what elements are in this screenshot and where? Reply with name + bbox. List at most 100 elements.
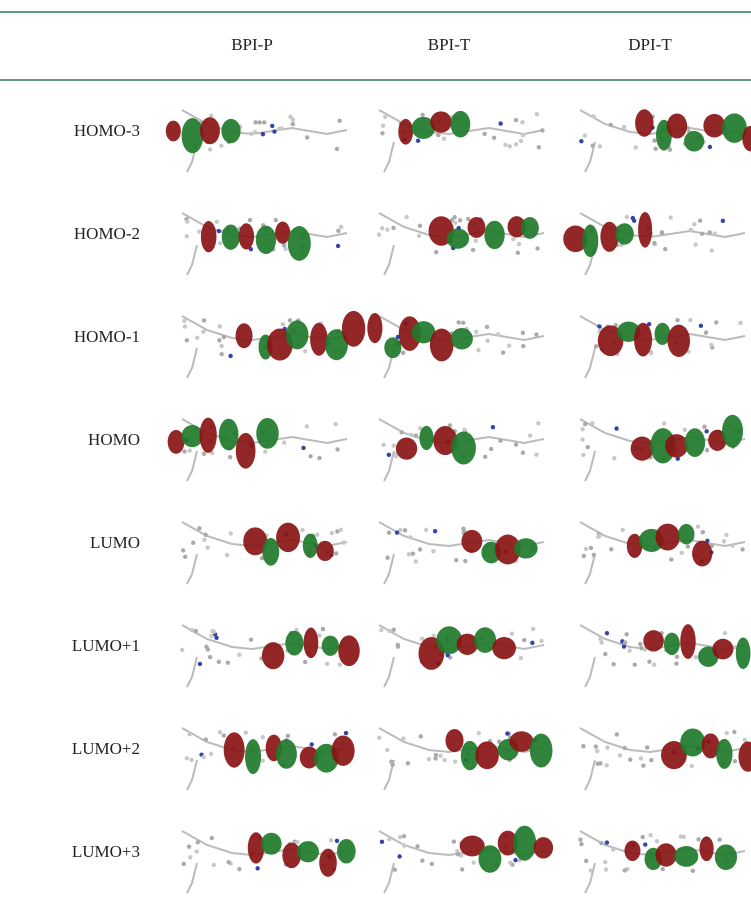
atom [419, 734, 423, 738]
atom [582, 554, 586, 558]
orbital-lobe [430, 328, 454, 361]
orbital-image [182, 213, 347, 275]
atom [614, 426, 618, 430]
skeleton [585, 348, 595, 378]
atom [583, 422, 587, 426]
atom [489, 447, 493, 451]
atom [195, 849, 199, 853]
atom [648, 833, 652, 837]
atom [699, 324, 703, 328]
atom [185, 234, 189, 238]
atom [508, 144, 512, 148]
orbital-image [182, 311, 365, 378]
skeleton [187, 348, 197, 378]
atom [301, 446, 305, 450]
atom [442, 136, 446, 140]
atom [471, 860, 475, 864]
atom [649, 758, 653, 762]
orbital-table: BPI-PBPI-TDPI-T HOMO-3HOMO-2HOMO-1HOMOLU… [0, 0, 751, 901]
orbital-lobe [337, 839, 356, 864]
atom [694, 655, 698, 659]
atom [215, 220, 219, 224]
atom [627, 648, 631, 652]
atom [717, 838, 721, 842]
atom [639, 756, 643, 760]
orbital-lobe [276, 739, 297, 769]
orbital-lobe [635, 109, 653, 136]
row-label: LUMO+2 [72, 739, 140, 758]
orbital-lobe [684, 131, 704, 152]
atom [456, 852, 460, 856]
atom [183, 324, 187, 328]
orbital-lobe [319, 849, 337, 877]
atom [387, 837, 391, 841]
orbital-lobe [256, 418, 279, 449]
atom [279, 126, 283, 130]
atom [202, 538, 206, 542]
atom [310, 742, 314, 746]
atom [389, 760, 393, 764]
atom [594, 744, 598, 748]
skeleton [585, 760, 595, 790]
atom [217, 338, 221, 342]
atom [409, 433, 413, 437]
atom [704, 429, 708, 433]
atom [528, 433, 532, 437]
orbital-lobe [419, 426, 433, 450]
atom [710, 248, 714, 252]
orbital-lobe [736, 637, 751, 669]
atom [308, 454, 312, 458]
atom [414, 559, 418, 563]
atom [436, 133, 440, 137]
atom [398, 835, 402, 839]
atom [605, 745, 609, 749]
orbital-lobe [468, 217, 486, 238]
orbital-image [379, 522, 544, 584]
atom [377, 232, 381, 236]
atom [196, 840, 200, 844]
atom [377, 736, 381, 740]
orbital-image [379, 625, 544, 687]
atom [219, 352, 223, 356]
atom [257, 120, 261, 124]
atom [217, 229, 221, 233]
atom [237, 867, 241, 871]
row-label: HOMO [88, 430, 140, 449]
atom [609, 547, 613, 551]
atom [463, 559, 467, 563]
atom [334, 551, 338, 555]
atom [300, 528, 304, 532]
atom [581, 744, 585, 748]
atom [474, 239, 478, 243]
atom [483, 455, 487, 459]
atom [454, 558, 458, 562]
atom [379, 628, 383, 632]
orbital-lobe [722, 415, 743, 448]
atom [401, 351, 405, 355]
orbital-image [578, 831, 745, 893]
atom [253, 130, 257, 134]
atom [407, 552, 411, 556]
orbital-lobe [451, 432, 476, 465]
atom [505, 731, 509, 735]
orbital-lobe [534, 837, 553, 858]
atom [701, 530, 705, 534]
atom [631, 216, 635, 220]
atom [586, 445, 590, 449]
atom [388, 629, 392, 633]
atom [625, 215, 629, 219]
atom [420, 858, 424, 862]
atom [492, 136, 496, 140]
atom [581, 453, 585, 457]
atom [578, 837, 582, 841]
orbital-lobe [624, 840, 640, 860]
orbital-image [180, 625, 360, 687]
atom [399, 430, 403, 434]
atom [321, 627, 325, 631]
orbital-lobe [582, 224, 598, 257]
atom [514, 142, 518, 146]
orbital-lobe [655, 524, 679, 551]
atom [201, 755, 205, 759]
atom [261, 735, 265, 739]
orbital-lobe [396, 438, 417, 460]
